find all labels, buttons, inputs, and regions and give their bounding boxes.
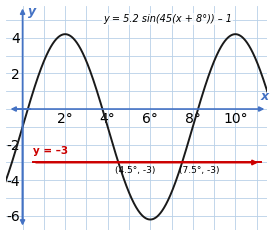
Text: (7.5°, -3): (7.5°, -3) [179,166,219,175]
Text: y: y [28,5,36,17]
Text: (4.5°, -3): (4.5°, -3) [115,166,156,175]
Text: y = 5.2 sin(45(x + 8°)) – 1: y = 5.2 sin(45(x + 8°)) – 1 [103,14,232,24]
Text: y = –3: y = –3 [33,147,68,157]
Text: x: x [261,90,269,103]
